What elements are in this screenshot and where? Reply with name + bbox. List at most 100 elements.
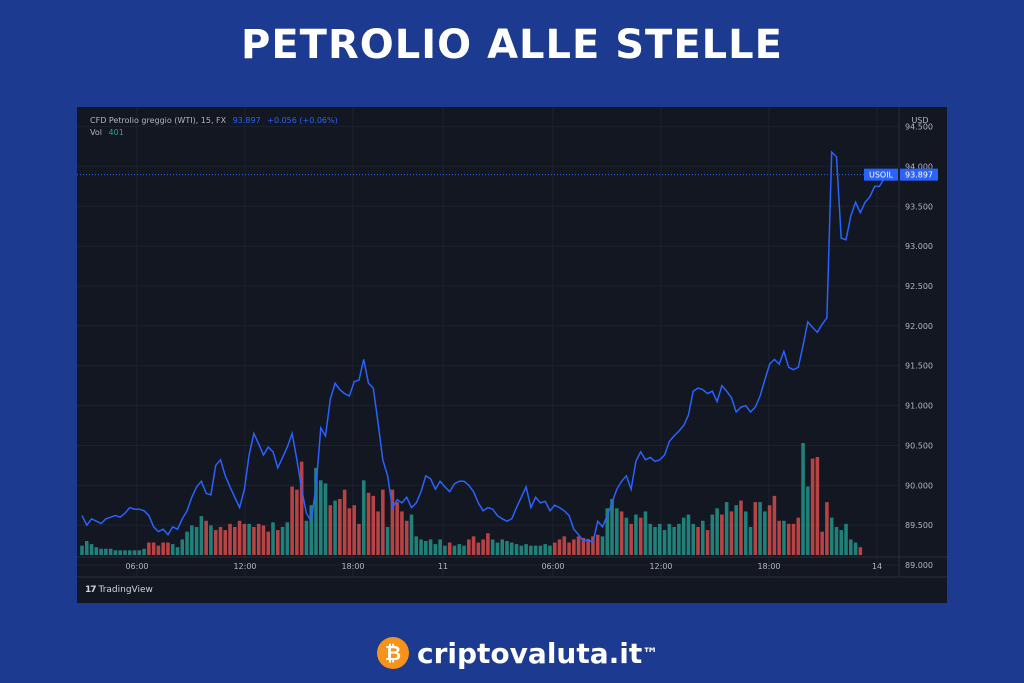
price-line [81, 150, 890, 544]
volume-bar [853, 542, 858, 555]
volume-bar [591, 536, 595, 555]
last-price-badge-label: 93.897 [905, 171, 933, 180]
volume-bar [194, 527, 199, 555]
volume-bar [170, 544, 175, 555]
volume-bar [696, 527, 700, 555]
volume-bar [252, 527, 256, 555]
volume-bar [610, 499, 614, 555]
volume-bar [581, 537, 586, 555]
volume-bar [342, 489, 347, 555]
volume-bar [457, 544, 462, 555]
page-headline: PETROLIO ALLE STELLE [241, 22, 783, 68]
volume-bar [295, 489, 299, 555]
tradingview-watermark[interactable]: 17 TradingView [85, 585, 153, 595]
chart-panel[interactable]: 94.500 94.000 93.500 93.000 92.500 92.000 91.5… [77, 107, 947, 603]
symbol-badge-label: USOIL [869, 171, 894, 180]
trademark-mark: ™ [642, 643, 659, 663]
legend-main-row: CFD Petrolio greggio (WTI), 15, FX 93.89… [90, 115, 338, 127]
volume-bar [743, 511, 748, 555]
chart-legend: CFD Petrolio greggio (WTI), 15, FX 93.89… [90, 115, 338, 139]
tradingview-logo-icon: 17 [85, 585, 96, 595]
volume-bar [395, 502, 399, 555]
volume-bar [825, 502, 829, 555]
volume-bar [199, 516, 204, 555]
volume-bar [562, 536, 567, 555]
volume-bar [500, 539, 504, 555]
volume-bar [806, 486, 810, 555]
volume-bar [810, 458, 815, 555]
x-tick-label: 11 [438, 562, 448, 571]
volume-bar [686, 514, 691, 555]
x-tick-label: 18:00 [757, 562, 780, 571]
volume-bar [104, 548, 108, 555]
volume-bar [658, 523, 662, 555]
volume-bar [209, 525, 213, 555]
volume-bar [309, 505, 313, 555]
volume-bar [132, 550, 137, 555]
bitcoin-coin-icon: ₿ [377, 637, 409, 669]
volume-bar [529, 545, 533, 555]
volume-bar [142, 548, 146, 555]
legend-last-price: 93.897 [232, 116, 261, 125]
volume-bar [237, 520, 242, 555]
volume-bar [390, 489, 395, 555]
brand-logo: ₿ criptovaluta.it ™ [377, 633, 658, 673]
volume-bar [223, 530, 228, 555]
volume-bar [84, 541, 89, 555]
volume-bar [734, 505, 738, 555]
volume-bar [490, 539, 495, 555]
volume-bar [233, 527, 237, 555]
volume-bar [538, 545, 543, 555]
volume-bar [748, 527, 753, 555]
volume-bar [615, 508, 619, 555]
x-tick-label: 14 [872, 562, 882, 571]
volume-bar [137, 550, 142, 555]
volume-bar [352, 505, 356, 555]
volume-bar [242, 523, 247, 555]
volume-bar [290, 486, 294, 555]
volume-bar [261, 525, 266, 555]
volume-bar [767, 505, 772, 555]
volume-bar [849, 539, 853, 555]
y-tick-label: 89.000 [905, 561, 933, 570]
volume-bar [419, 539, 423, 555]
legend-symbol: CFD Petrolio greggio (WTI), 15, FX [90, 116, 227, 125]
volume-bar [839, 530, 844, 555]
volume-bar [400, 511, 404, 555]
volume-bar [576, 536, 581, 555]
volume-bar [524, 544, 528, 555]
volume-bar [677, 523, 681, 555]
volume-bar [151, 542, 156, 555]
volume-bar [505, 541, 509, 555]
volume-bar [299, 461, 304, 555]
volume-bar [333, 500, 337, 555]
price-chart[interactable]: 94.500 94.000 93.500 93.000 92.500 92.000 91.5… [77, 107, 947, 603]
volume-bar [681, 517, 686, 555]
volume-bar [127, 550, 132, 555]
legend-vol-value: 401 [108, 128, 124, 137]
legend-volume-row: Vol 401 [90, 127, 338, 139]
volume-bar [629, 523, 633, 555]
volume-bar [180, 539, 185, 555]
volume-bar [648, 523, 653, 555]
volume-bar [247, 523, 251, 555]
volume-bar [801, 443, 805, 555]
volume-bar [447, 542, 452, 555]
volume-bar [94, 547, 99, 555]
volume-bar [710, 514, 715, 555]
volume-bar [600, 536, 605, 555]
volume-bar [113, 550, 118, 555]
volume-bar [443, 545, 447, 555]
volume-bar [318, 480, 323, 555]
y-tick-label: 93.000 [905, 242, 933, 251]
volume-bar [280, 527, 285, 555]
x-tick-label: 18:00 [341, 562, 364, 571]
y-tick-label: 93.500 [905, 202, 933, 211]
volume-bar [662, 530, 667, 555]
volume-bar [715, 508, 719, 555]
volume-bar [495, 542, 500, 555]
volume-bar [829, 517, 834, 555]
volume-bar [424, 541, 428, 555]
volume-bar [481, 539, 485, 555]
volume-bar [557, 539, 562, 555]
